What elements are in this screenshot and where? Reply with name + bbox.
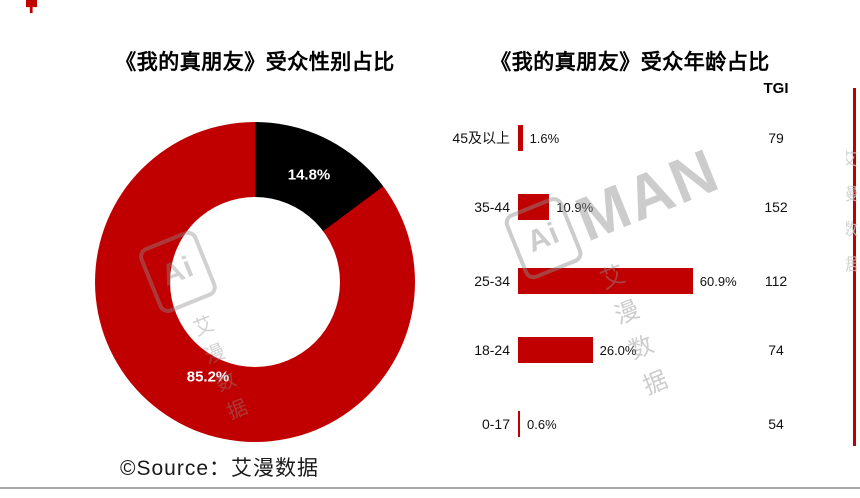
bar-line: 10.9% (518, 193, 593, 221)
age-category-label: 18-24 (474, 342, 510, 358)
age-bar (518, 411, 520, 437)
bar-line: 1.6% (518, 124, 559, 152)
bar-line: 26.0% (518, 336, 636, 364)
age-value-label: 26.0% (599, 342, 637, 358)
tgi-value: 152 (764, 199, 788, 215)
age-value-label: 0.6% (527, 416, 557, 432)
age-chart-section: 《我的真朋友》受众年龄占比 TGI 45及以上 1.6% 79 35-44 10… (430, 0, 830, 498)
age-value-label: 60.9% (699, 273, 737, 289)
donut-label-male-share: 14.8% (287, 166, 331, 184)
gender-donut-chart: 14.8% 85.2% (95, 122, 415, 442)
age-bar-row-18-24: 18-24 26.0% 74 (430, 336, 830, 364)
donut-label-female-share: 85.2% (186, 368, 230, 386)
tgi-value: 74 (768, 342, 784, 358)
source-credit: ©Source：艾漫数据 (120, 457, 320, 480)
tgi-value: 54 (768, 416, 784, 432)
age-bar (518, 268, 693, 294)
age-bar-row-35-44: 35-44 10.9% 152 (430, 193, 830, 221)
tgi-column-header: TGI (763, 80, 789, 97)
bottom-divider (0, 487, 860, 489)
age-category-label: 35-44 (474, 199, 510, 215)
bar-line: 0.6% (518, 410, 557, 438)
age-category-label: 25-34 (474, 273, 510, 289)
bar-line: 60.9% (518, 267, 737, 295)
age-chart-title: 《我的真朋友》受众年龄占比 (490, 51, 770, 74)
age-category-label: 0-17 (481, 416, 510, 432)
cutoff-red-artifact (26, 0, 37, 13)
tgi-value: 79 (768, 130, 784, 146)
right-edge-cutoff-text: 艾漫数据 (846, 150, 857, 290)
tgi-value: 112 (764, 273, 788, 289)
gender-chart-title: 《我的真朋友》受众性别占比 (115, 51, 395, 74)
age-value-label: 1.6% (529, 130, 560, 146)
age-bar (518, 194, 550, 220)
age-bar (518, 125, 523, 151)
age-bar-row-45plus: 45及以上 1.6% 79 (430, 124, 830, 152)
right-edge-red-line (853, 88, 856, 446)
donut-hole (170, 197, 340, 367)
age-category-label: 45及以上 (452, 130, 510, 146)
age-bar (518, 337, 593, 363)
age-bar-row-0-17: 0-17 0.6% 54 (430, 410, 830, 438)
age-value-label: 10.9% (556, 199, 594, 215)
age-bar-row-25-34: 25-34 60.9% 112 (430, 267, 830, 295)
gender-chart-section: 《我的真朋友》受众性别占比 14.8% 85.2% (20, 0, 490, 498)
